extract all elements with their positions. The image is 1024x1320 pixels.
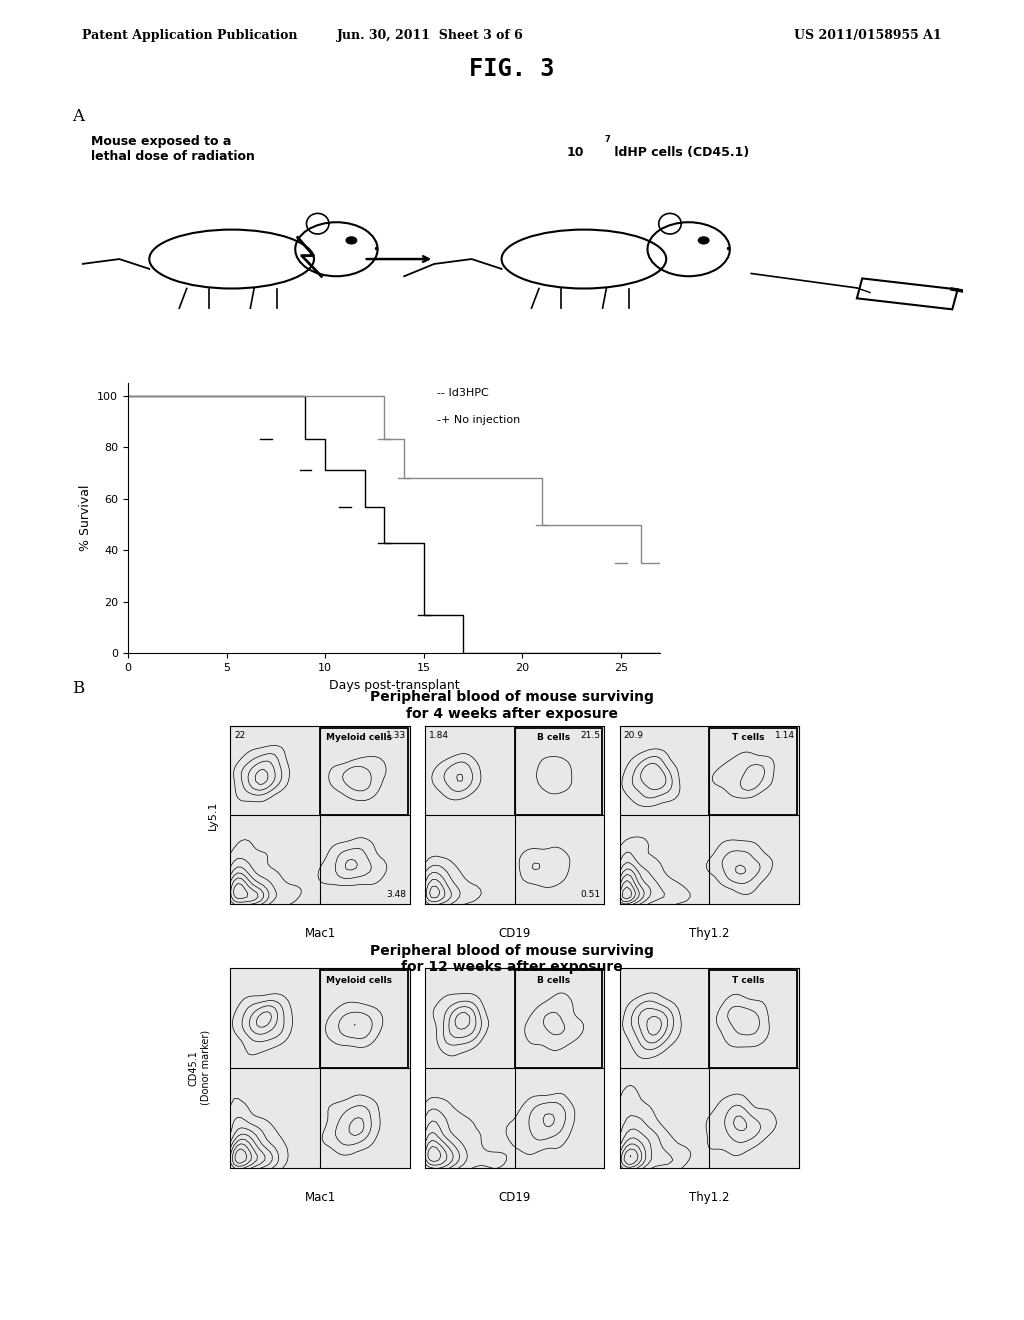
Text: Patent Application Publication: Patent Application Publication bbox=[82, 29, 297, 42]
Bar bbox=[514, 970, 602, 1068]
Text: 21.5: 21.5 bbox=[581, 731, 600, 741]
Text: Jun. 30, 2011  Sheet 3 of 6: Jun. 30, 2011 Sheet 3 of 6 bbox=[337, 29, 523, 42]
Circle shape bbox=[346, 238, 356, 244]
Text: CD19: CD19 bbox=[499, 927, 530, 940]
X-axis label: Days post-transplant: Days post-transplant bbox=[329, 678, 460, 692]
Text: Thy1.2: Thy1.2 bbox=[689, 927, 729, 940]
Text: US 2011/0158955 A1: US 2011/0158955 A1 bbox=[795, 29, 942, 42]
Text: Myeloid cells: Myeloid cells bbox=[327, 733, 392, 742]
Bar bbox=[319, 970, 408, 1068]
Text: 10: 10 bbox=[566, 147, 584, 160]
Text: T cells: T cells bbox=[732, 733, 765, 742]
Text: Peripheral blood of mouse surviving
for 12 weeks after exposure: Peripheral blood of mouse surviving for … bbox=[370, 944, 654, 974]
Text: CD45.1
(Donor marker): CD45.1 (Donor marker) bbox=[188, 1031, 211, 1105]
Text: 1.84: 1.84 bbox=[428, 731, 449, 741]
Text: T cells: T cells bbox=[732, 975, 765, 985]
Text: 0.51: 0.51 bbox=[581, 890, 600, 899]
Text: Mac1: Mac1 bbox=[304, 1191, 336, 1204]
Text: B cells: B cells bbox=[538, 733, 570, 742]
Text: B: B bbox=[72, 680, 84, 697]
Text: 20.9: 20.9 bbox=[623, 731, 643, 741]
Bar bbox=[709, 970, 797, 1068]
Text: 1.14: 1.14 bbox=[775, 731, 795, 741]
Text: -+ No injection: -+ No injection bbox=[437, 416, 520, 425]
Text: Ly5.1: Ly5.1 bbox=[208, 800, 218, 830]
Text: FIG. 3: FIG. 3 bbox=[469, 57, 555, 81]
Text: 7: 7 bbox=[604, 135, 610, 144]
Bar bbox=[319, 727, 408, 814]
Text: Peripheral blood of mouse surviving
for 4 weeks after exposure: Peripheral blood of mouse surviving for … bbox=[370, 690, 654, 721]
Text: ldHP cells (CD45.1): ldHP cells (CD45.1) bbox=[610, 147, 750, 160]
Bar bbox=[514, 727, 602, 814]
Text: -- Id3HPC: -- Id3HPC bbox=[437, 388, 488, 399]
Text: Myeloid cells: Myeloid cells bbox=[327, 975, 392, 985]
Text: 22: 22 bbox=[233, 731, 245, 741]
Text: 3.48: 3.48 bbox=[386, 890, 406, 899]
Text: A: A bbox=[72, 108, 84, 125]
Y-axis label: % Survival: % Survival bbox=[79, 484, 92, 552]
Text: CD19: CD19 bbox=[499, 1191, 530, 1204]
Circle shape bbox=[698, 238, 709, 244]
Text: Mouse exposed to a
lethal dose of radiation: Mouse exposed to a lethal dose of radiat… bbox=[91, 135, 255, 162]
Text: Mac1: Mac1 bbox=[304, 927, 336, 940]
Text: Thy1.2: Thy1.2 bbox=[689, 1191, 729, 1204]
Bar bbox=[709, 727, 797, 814]
Bar bbox=[857, 279, 957, 309]
Text: 1.33: 1.33 bbox=[386, 731, 406, 741]
Text: B cells: B cells bbox=[538, 975, 570, 985]
